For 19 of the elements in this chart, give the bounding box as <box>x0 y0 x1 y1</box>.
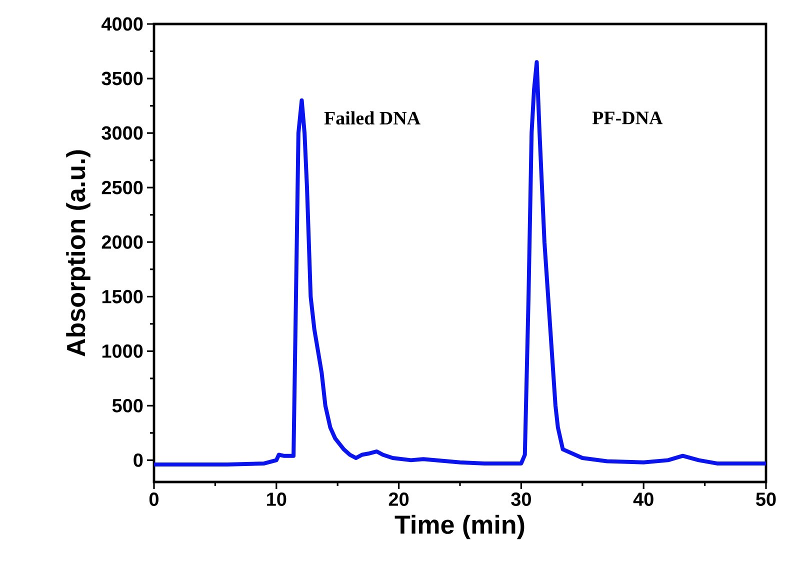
annotation: PF-DNA <box>592 112 663 124</box>
annotation: Failed DNA <box>324 111 420 125</box>
y-axis-title: Absorption (a.u.) <box>66 150 90 356</box>
y-tick-label: 500 <box>112 398 143 412</box>
x-tick-label: 50 <box>756 492 776 506</box>
y-tick-label: 4000 <box>101 17 143 31</box>
y-tick-label: 3000 <box>102 126 143 140</box>
x-tick-label: 0 <box>149 492 158 506</box>
y-tick-label: 3500 <box>102 72 143 86</box>
x-tick-label: 10 <box>267 492 286 506</box>
y-tick-label: 1500 <box>102 290 143 304</box>
x-tick-label: 40 <box>633 492 654 506</box>
y-tick-label: 1000 <box>102 344 143 358</box>
x-tick-label: 20 <box>388 492 409 506</box>
y-tick-label: 2000 <box>102 235 143 249</box>
x-axis-title: Time (min) <box>394 514 524 540</box>
y-tick-label: 2500 <box>102 180 143 194</box>
y-tick-label: 0 <box>134 453 143 467</box>
x-tick-label: 30 <box>511 492 531 506</box>
